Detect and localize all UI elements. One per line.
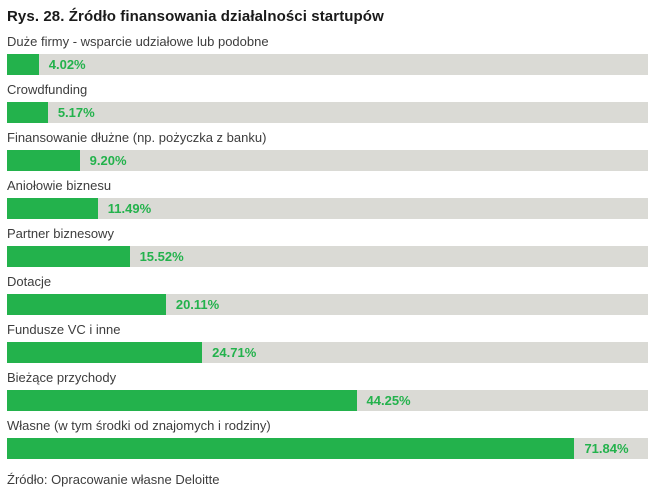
bar-row: Bieżące przychody 44.25% xyxy=(7,369,648,411)
category-label: Bieżące przychody xyxy=(7,370,117,385)
bar-track: 11.49% xyxy=(7,198,648,219)
chart-title: Rys. 28. Źródło finansowania działalnośc… xyxy=(7,8,384,25)
category-label: Fundusze VC i inne xyxy=(7,322,121,337)
bar-fill xyxy=(7,150,80,171)
value-label: 4.02% xyxy=(48,57,86,72)
bar-fill xyxy=(7,54,39,75)
value-label: 15.52% xyxy=(139,249,184,264)
category-label: Duże firmy - wsparcie udziałowe lub podo… xyxy=(7,34,269,49)
value-label: 44.25% xyxy=(366,393,411,408)
bar-track: 4.02% xyxy=(7,54,648,75)
bar-row: Fundusze VC i inne 24.71% xyxy=(7,321,648,363)
bar-row: Dotacje 20.11% xyxy=(7,273,648,315)
bar-track: 9.20% xyxy=(7,150,648,171)
bar-track: 20.11% xyxy=(7,294,648,315)
value-label: 11.49% xyxy=(107,201,152,216)
bar-row: Własne (w tym środki od znajomych i rodz… xyxy=(7,417,648,459)
bar-fill xyxy=(7,342,203,363)
value-label: 5.17% xyxy=(57,105,95,120)
value-label: 24.71% xyxy=(212,345,257,360)
value-label: 71.84% xyxy=(584,441,629,456)
category-label: Własne (w tym środki od znajomych i rodz… xyxy=(7,418,271,433)
bar-fill xyxy=(7,198,98,219)
bar-fill xyxy=(7,246,130,267)
bar-track: 15.52% xyxy=(7,246,648,267)
bar-fill xyxy=(7,102,48,123)
bar-row: Crowdfunding 5.17% xyxy=(7,81,648,123)
bar-track: 71.84% xyxy=(7,438,648,459)
bar-fill xyxy=(7,390,357,411)
bar-row: Partner biznesowy 15.52% xyxy=(7,225,648,267)
category-label: Dotacje xyxy=(7,274,52,289)
value-label: 9.20% xyxy=(89,153,127,168)
bar-track: 5.17% xyxy=(7,102,648,123)
bar-track: 44.25% xyxy=(7,390,648,411)
category-label: Partner biznesowy xyxy=(7,226,114,241)
category-label: Crowdfunding xyxy=(7,82,88,97)
bar-fill xyxy=(7,294,166,315)
source-note: Źródło: Opracowanie własne Deloitte xyxy=(7,472,220,487)
category-label: Finansowanie dłużne (np. pożyczka z bank… xyxy=(7,130,267,145)
bar-row: Finansowanie dłużne (np. pożyczka z bank… xyxy=(7,129,648,171)
bar-row: Aniołowie biznesu 11.49% xyxy=(7,177,648,219)
bar-row: Duże firmy - wsparcie udziałowe lub podo… xyxy=(7,33,648,75)
bar-fill xyxy=(7,438,575,459)
category-label: Aniołowie biznesu xyxy=(7,178,112,193)
bar-track: 24.71% xyxy=(7,342,648,363)
value-label: 20.11% xyxy=(175,297,220,312)
